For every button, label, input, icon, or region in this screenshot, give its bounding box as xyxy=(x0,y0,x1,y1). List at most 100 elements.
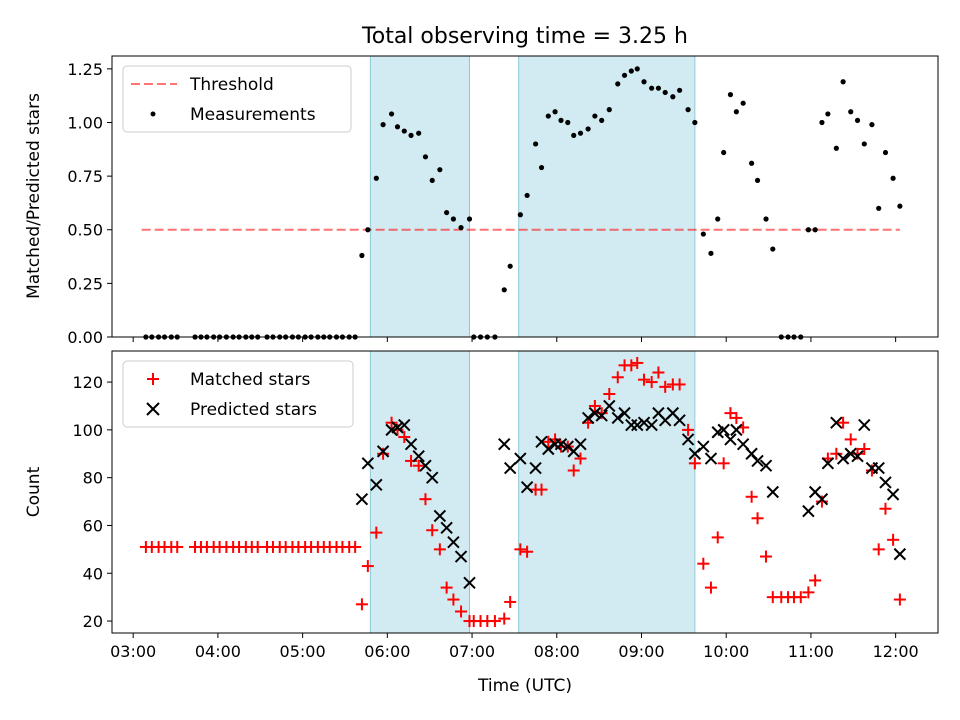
y-tick-label: 1.00 xyxy=(67,113,103,132)
x-ticks-top xyxy=(132,337,897,342)
predicted-star-stroke-b xyxy=(463,576,476,590)
measurement-point xyxy=(840,79,846,85)
matched-star-point xyxy=(447,593,460,606)
x-tick-label: 03:00 xyxy=(110,642,156,661)
x-tick-label: 11:00 xyxy=(788,642,834,661)
measurement-point xyxy=(359,252,365,259)
matched-star-point xyxy=(830,447,843,460)
predicted-star-point xyxy=(766,485,780,499)
x-tick-label: 04:00 xyxy=(195,642,241,661)
measurement-point xyxy=(437,167,443,173)
measurement-point xyxy=(700,231,706,237)
y-tick-label: 20 xyxy=(83,612,103,631)
matched-star-point xyxy=(504,595,517,608)
measurement-point xyxy=(621,72,628,78)
measurement-point xyxy=(615,81,621,87)
matched-star-point xyxy=(514,543,527,556)
measurement-point xyxy=(897,203,903,209)
predicted-star-point xyxy=(514,452,527,465)
plot-area-top xyxy=(111,55,939,338)
measurement-point xyxy=(592,113,598,119)
matched-star-point xyxy=(704,581,717,594)
predicted-star-stroke-b xyxy=(893,547,907,561)
matched-star-point xyxy=(673,378,686,391)
measurement-point xyxy=(890,175,896,181)
predicted-star-point xyxy=(574,437,587,451)
measurement-point xyxy=(848,109,854,115)
predicted-star-point xyxy=(426,471,439,484)
predicted-star-point xyxy=(370,478,383,492)
predicted-star-stroke-b xyxy=(588,406,602,420)
matched-star-point xyxy=(879,502,892,515)
matched-star-point xyxy=(711,531,724,544)
predicted-star-stroke-b xyxy=(673,414,686,427)
measurement-point xyxy=(458,225,464,231)
predicted-star-stroke-b xyxy=(836,452,850,465)
predicted-star-stroke-b xyxy=(681,433,695,446)
predicted-star-stroke-b xyxy=(529,461,542,475)
shaded-regions-top xyxy=(369,55,696,338)
predicted-star-point xyxy=(704,452,718,465)
y-tick-label: 0.50 xyxy=(67,221,103,240)
predicted-star-stroke-b xyxy=(851,449,864,463)
observing-interval xyxy=(369,55,471,338)
legend-frame-bottom xyxy=(122,360,354,428)
predicted-star-stroke-b xyxy=(542,442,555,456)
measurement-point xyxy=(388,111,395,117)
matched-star-point xyxy=(595,407,608,420)
predicted-star-point xyxy=(554,437,568,451)
matched-star-point xyxy=(652,366,665,379)
matched-star-point xyxy=(355,598,368,611)
predicted-star-stroke-b xyxy=(717,423,730,437)
y-tick-label: 80 xyxy=(83,469,103,488)
measurement-point xyxy=(558,117,564,123)
predicted-star-point xyxy=(730,423,743,437)
measurement-point xyxy=(819,119,825,126)
predicted-star-point xyxy=(759,459,773,472)
matched-star-point xyxy=(377,447,390,460)
predicted-star-stroke-b xyxy=(821,457,835,470)
predicted-star-stroke-b xyxy=(404,437,418,451)
predicted-star-point xyxy=(724,433,737,446)
measurement-point xyxy=(662,89,668,96)
measurement-point xyxy=(854,117,861,123)
measurement-point xyxy=(649,85,655,91)
predicted-star-stroke-b xyxy=(637,416,651,429)
legend-top: Threshold Measurements xyxy=(122,65,352,133)
measurement-point xyxy=(833,145,839,151)
matched-star-point xyxy=(631,356,644,369)
matched-star-point xyxy=(567,464,580,477)
y-tick-label: 0.75 xyxy=(67,167,103,186)
predicted-star-point xyxy=(391,421,404,434)
measurement-point xyxy=(655,85,662,91)
measurement-point xyxy=(641,79,647,85)
predicted-star-stroke-b xyxy=(520,481,534,494)
x-axis-label: Time (UTC) xyxy=(477,676,572,696)
predicted-star-stroke-b xyxy=(426,471,439,484)
measurement-point xyxy=(882,149,889,156)
matched-star-point xyxy=(682,423,695,436)
measurement-point xyxy=(450,216,457,222)
legend-threshold-label: Threshold xyxy=(189,75,274,95)
predicted-star-point xyxy=(447,535,460,549)
legend-measurements-swatch xyxy=(150,111,156,117)
predicted-star-point xyxy=(637,416,651,429)
x-tick-label: 06:00 xyxy=(364,642,410,661)
predicted-star-point xyxy=(879,476,892,489)
predicted-star-point xyxy=(851,449,864,463)
legend-measurements-label: Measurements xyxy=(190,105,316,125)
y-axis-label-top: Matched/Predicted stars xyxy=(24,93,44,299)
predicted-star-point xyxy=(433,509,447,523)
matched-star-point xyxy=(802,586,815,599)
matched-star-point xyxy=(398,431,411,444)
matched-star-point xyxy=(645,376,658,389)
legend-predicted-swatch xyxy=(146,402,160,416)
matched-star-point xyxy=(717,457,730,470)
matched-star-point xyxy=(370,526,383,539)
predicted-star-stroke-b xyxy=(815,492,829,506)
matched-star-point xyxy=(611,371,624,384)
predicted-star-stroke-b xyxy=(419,459,432,472)
matched-star-point xyxy=(455,605,468,618)
measurement-point xyxy=(538,164,545,171)
predicted-star-stroke-b xyxy=(724,433,737,446)
